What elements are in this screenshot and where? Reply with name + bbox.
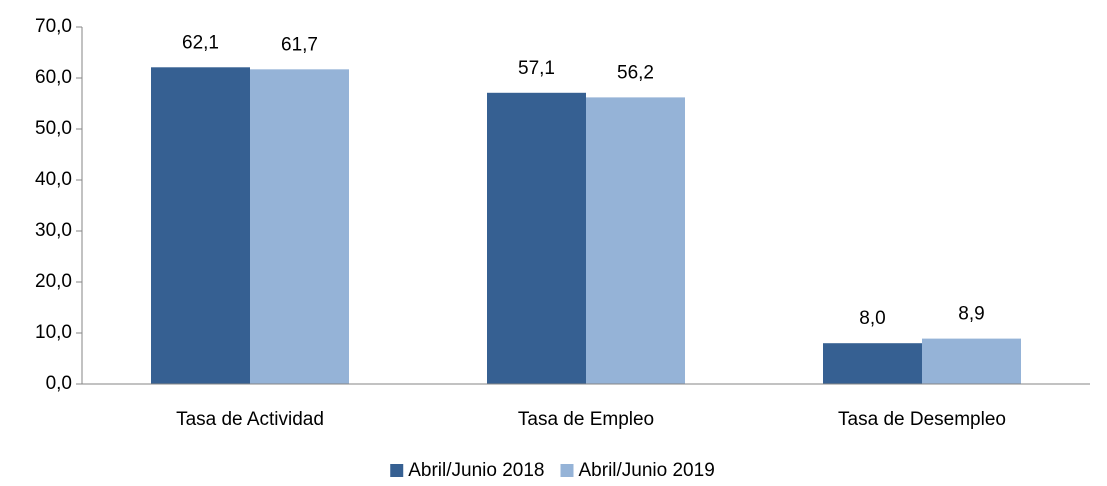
bar xyxy=(922,338,1021,384)
bar xyxy=(586,97,685,384)
legend-label: Abril/Junio 2018 xyxy=(408,460,544,481)
data-label: 8,0 xyxy=(859,308,885,329)
y-tick-label: 10,0 xyxy=(35,322,72,343)
x-tick-label: Tasa de Actividad xyxy=(176,409,324,430)
data-label: 57,1 xyxy=(518,58,555,79)
legend-swatch xyxy=(390,464,404,477)
data-label: 8,9 xyxy=(958,304,984,325)
bar xyxy=(487,92,586,384)
data-label: 56,2 xyxy=(617,62,654,83)
y-tick-label: 60,0 xyxy=(35,67,72,88)
bar xyxy=(250,69,349,384)
y-tick-label: 40,0 xyxy=(35,169,72,190)
y-tick-label: 70,0 xyxy=(35,16,72,37)
y-tick-label: 20,0 xyxy=(35,271,72,292)
bar xyxy=(823,343,922,384)
y-tick-label: 0,0 xyxy=(46,373,72,394)
data-label: 62,1 xyxy=(182,32,219,53)
x-tick-label: Tasa de Empleo xyxy=(518,409,654,430)
y-tick-label: 30,0 xyxy=(35,220,72,241)
legend-label: Abril/Junio 2019 xyxy=(579,460,715,481)
data-label: 61,7 xyxy=(281,34,318,55)
legend-swatch xyxy=(560,464,574,477)
bar xyxy=(151,67,250,384)
x-tick-label: Tasa de Desempleo xyxy=(838,409,1006,430)
y-tick-label: 50,0 xyxy=(35,118,72,139)
